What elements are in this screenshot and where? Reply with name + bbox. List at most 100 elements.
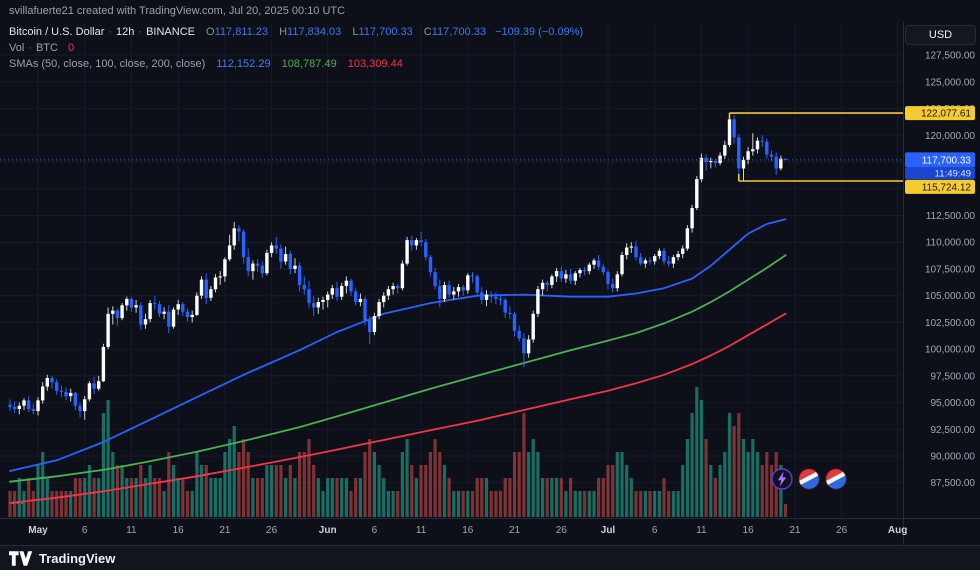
axes-layer[interactable]: 127,500.00125,000.00122,500.00120,000.00…: [0, 22, 980, 545]
volume-value: 0: [68, 42, 75, 54]
candle-body: [718, 155, 722, 164]
volume-bar: [368, 439, 372, 517]
volume-bar: [382, 478, 386, 517]
volume-bar: [475, 478, 479, 517]
candle-body: [55, 382, 59, 391]
candle-body: [723, 144, 727, 156]
pill-sticker-icon[interactable]: [797, 467, 821, 491]
candle-body: [330, 288, 334, 295]
time-axis-label: Aug: [888, 525, 907, 536]
volume-bar: [83, 478, 87, 517]
candle-body: [111, 310, 115, 314]
volume-bar: [344, 478, 348, 517]
close-key: C: [423, 26, 432, 38]
axis-price-label-text: 117,700.33: [922, 155, 972, 166]
volume-bar: [559, 478, 563, 517]
candle-body: [190, 314, 194, 317]
candle-body: [410, 240, 414, 246]
lightning-sticker-icon[interactable]: [770, 467, 794, 491]
candle-body: [148, 303, 152, 320]
candle-body: [447, 285, 451, 295]
candle-body: [293, 265, 297, 269]
tradingview-logo[interactable]: TradingView: [9, 551, 115, 566]
currency-usd-button[interactable]: USD: [905, 25, 976, 45]
overlays-layer: [0, 112, 903, 182]
volume-bar: [363, 452, 367, 517]
candle-body: [354, 291, 358, 303]
interval-label[interactable]: 12h: [116, 26, 135, 38]
pill-sticker-icon[interactable]: [824, 467, 848, 491]
exchange-label[interactable]: BINANCE: [146, 26, 195, 38]
volume-bar: [36, 465, 40, 517]
time-axis-label: 11: [416, 525, 427, 536]
candle-body: [92, 383, 96, 389]
volume-layer: [8, 387, 788, 517]
volume-bar: [676, 491, 680, 517]
candle-body: [751, 149, 755, 152]
volume-bar: [713, 478, 717, 517]
volume-bar: [97, 478, 101, 517]
candle-body: [386, 289, 391, 296]
candle-body: [559, 271, 563, 279]
candle-body: [27, 400, 31, 409]
volume-bar: [59, 491, 63, 517]
candle-body: [185, 311, 190, 317]
volume-bar: [134, 478, 138, 517]
candle-body: [442, 285, 447, 299]
legend-ellipsis[interactable]: ...: [11, 492, 25, 507]
volume-bar: [274, 465, 278, 517]
volume-bar: [358, 478, 362, 517]
attribution-text: svillafuerte21 created with TradingView.…: [9, 5, 346, 17]
candle-body: [171, 309, 176, 327]
candle-body: [363, 298, 367, 321]
candle-body: [31, 409, 35, 412]
volume-bar: [330, 478, 334, 517]
volume-bar: [433, 439, 437, 517]
candle-body: [101, 347, 106, 382]
volume-bar: [167, 452, 171, 517]
candle-body: [358, 298, 363, 303]
symbol-title[interactable]: Bitcoin / U.S. Dollar: [9, 26, 105, 38]
candle-body: [587, 264, 591, 272]
time-axis-label: 26: [836, 525, 848, 536]
volume-bar: [153, 478, 157, 517]
volume-bar: [737, 413, 741, 517]
volume-bar: [760, 465, 764, 517]
volume-bar: [597, 478, 601, 517]
volume-label[interactable]: Vol: [9, 42, 25, 54]
candle-body: [260, 265, 264, 274]
candle-body: [368, 320, 372, 332]
time-axis-label: Jul: [601, 525, 616, 536]
candle-body: [372, 316, 377, 332]
candle-body: [400, 263, 405, 289]
candle-body: [204, 279, 208, 298]
volume-bar: [316, 478, 320, 517]
volume-bar: [690, 413, 694, 517]
volume-bar: [732, 426, 736, 517]
volume-bar: [480, 478, 484, 517]
grid-layer: [0, 22, 903, 518]
candle-body: [540, 282, 545, 290]
candle-body: [704, 157, 708, 163]
price-axis-label: 95,000.00: [931, 398, 976, 409]
time-axis-label: May: [28, 525, 48, 536]
volume-bar: [671, 491, 675, 517]
price-axis-label: 87,500.00: [931, 478, 976, 489]
candle-body: [615, 274, 619, 289]
chart-canvas[interactable]: 127,500.00125,000.00122,500.00120,000.00…: [0, 0, 980, 545]
candle-body: [522, 338, 526, 354]
volume-bar: [400, 452, 404, 517]
candle-body: [125, 298, 129, 306]
candle-body: [779, 158, 783, 169]
volume-bar: [111, 452, 115, 517]
volume-bar: [199, 465, 204, 517]
volume-bar: [73, 478, 77, 517]
volume-bar: [293, 478, 297, 517]
volume-bar: [484, 478, 489, 517]
smas-label[interactable]: SMAs (50, close, 100, close, 200, close): [9, 58, 206, 70]
volume-bar: [461, 491, 465, 517]
volume-bar: [335, 478, 339, 517]
candle-body: [59, 390, 64, 392]
high-key: H: [279, 26, 288, 38]
